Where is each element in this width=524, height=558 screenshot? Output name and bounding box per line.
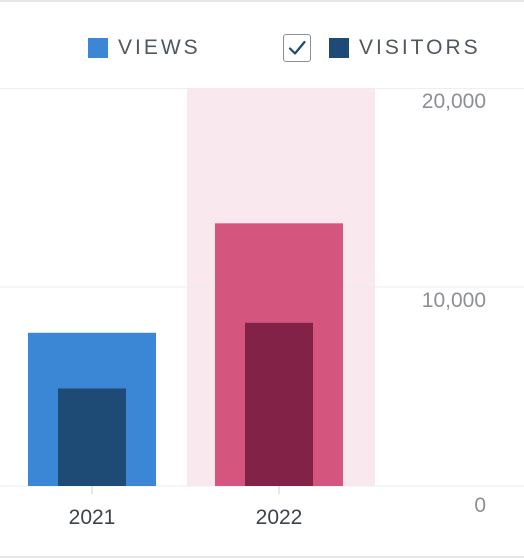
legend-label-views: VIEWS [118,36,201,59]
legend-swatch-views [88,38,108,58]
bar-visitors-2022[interactable] [245,322,313,486]
legend-item-views: VIEWS [88,30,201,66]
legend-swatch-visitors [329,38,349,58]
bar-visitors-2021[interactable] [58,388,126,486]
bar-chart: 0 10,000 20,000 2021 2022 [0,88,524,529]
checkmark-icon [288,40,306,55]
x-tick-label-2021: 2021 [69,506,116,529]
y-tick-label: 10,000 [422,289,486,312]
y-tick-label: 20,000 [422,90,486,113]
legend-item-visitors: VISITORS [283,30,481,66]
legend-label-visitors: VISITORS [359,36,481,59]
x-tick-label-2022: 2022 [256,506,303,529]
y-tick-label: 0 [474,494,486,517]
chart-legend: VIEWS VISITORS [0,2,524,89]
visitors-toggle-checkbox[interactable] [283,34,311,62]
